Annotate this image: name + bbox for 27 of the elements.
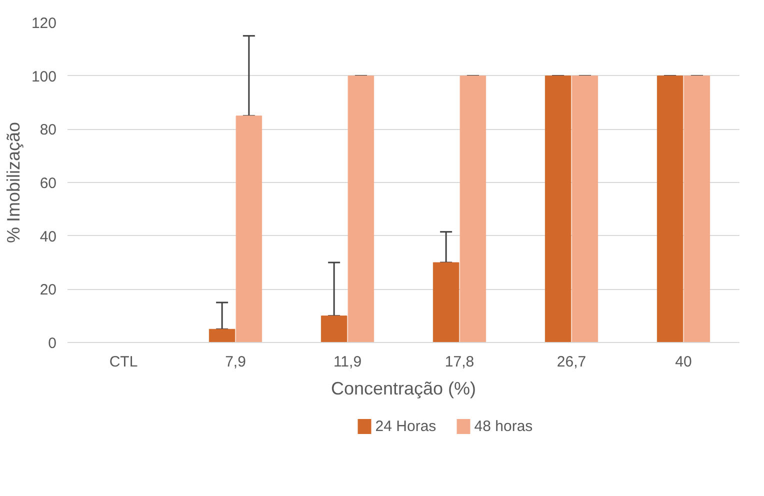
bar bbox=[348, 76, 374, 342]
legend-label: 24 Horas bbox=[375, 418, 436, 435]
y-tick-label: 40 bbox=[40, 228, 57, 246]
bar bbox=[572, 76, 598, 342]
bar bbox=[684, 76, 710, 342]
x-tick-label: 17,8 bbox=[444, 354, 474, 370]
bar bbox=[320, 316, 348, 342]
y-tick-label: 100 bbox=[31, 68, 57, 86]
x-tick-label: 40 bbox=[675, 354, 692, 370]
x-tick-label: CTL bbox=[109, 354, 138, 370]
bar bbox=[236, 116, 262, 342]
bar bbox=[208, 328, 236, 342]
x-tick-label: 7,9 bbox=[225, 354, 246, 370]
y-tick-label: 60 bbox=[40, 175, 57, 192]
y-tick-label: 80 bbox=[40, 122, 57, 139]
x-tick-label: 11,9 bbox=[333, 354, 362, 370]
bar bbox=[656, 76, 684, 342]
y-axis-title: % Imobilização bbox=[3, 122, 24, 244]
y-tick-label: 0 bbox=[48, 335, 56, 352]
x-tick-label: 26,7 bbox=[556, 354, 586, 370]
y-tick-label: 120 bbox=[31, 15, 57, 32]
bar bbox=[544, 76, 572, 342]
y-tick-label: 20 bbox=[40, 282, 57, 299]
x-axis-title: Concentração (%) bbox=[330, 378, 476, 398]
legend-label: 48 horas bbox=[474, 418, 533, 435]
bar bbox=[432, 262, 460, 342]
bar bbox=[460, 76, 486, 342]
